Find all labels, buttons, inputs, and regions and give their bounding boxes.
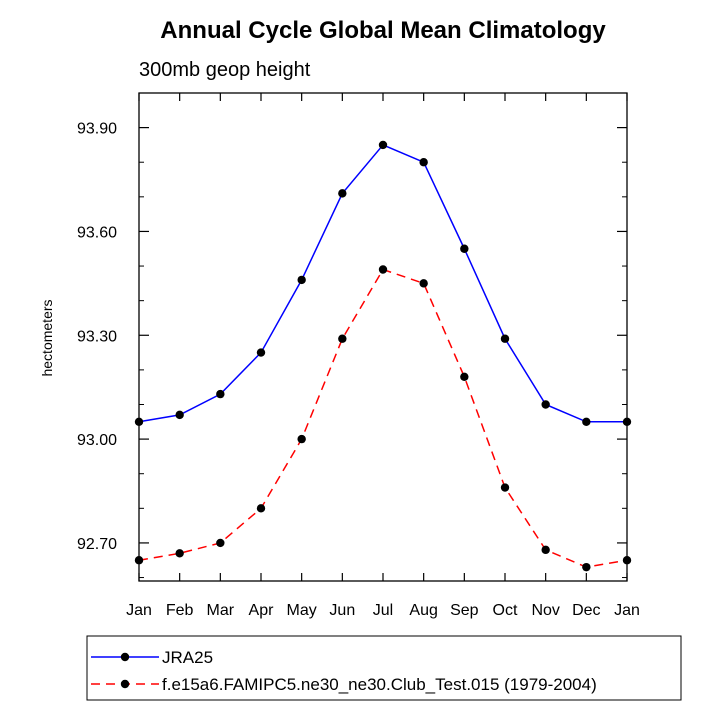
x-tick-label: Mar xyxy=(207,602,235,619)
series-1-line xyxy=(138,144,627,423)
x-tick-label: Jun xyxy=(329,602,355,619)
legend-marker xyxy=(120,652,130,662)
y-tick-label: 93.00 xyxy=(77,432,117,449)
series-1-point xyxy=(338,189,347,198)
series-2-line xyxy=(138,268,628,568)
y-axis-label: hectometers xyxy=(39,299,55,376)
y-tick-label: 92.70 xyxy=(77,536,117,553)
x-tick-label: Aug xyxy=(409,602,437,619)
series-1-point xyxy=(216,389,225,399)
series-2-point xyxy=(175,549,184,558)
x-tick-label: Jan xyxy=(126,602,152,619)
series-layer xyxy=(134,140,632,572)
series-1-point xyxy=(297,275,306,285)
x-tick-label: Feb xyxy=(166,602,194,619)
x-tick-label: Sep xyxy=(450,602,479,619)
series-1-point xyxy=(582,417,591,426)
series-1-point xyxy=(175,410,184,420)
axis-ticks: Jan Feb Mar Apr May Jun Jul Aug Sep Oct Nov Dec Jan 9… xyxy=(77,92,640,619)
legend-box xyxy=(86,635,682,701)
x-tick-label: Dec xyxy=(572,602,600,619)
series-2-point xyxy=(378,265,388,274)
chart-title: Annual Cycle Global Mean Climatology xyxy=(160,17,606,44)
legend-label: JRA25 xyxy=(162,648,213,667)
series-2-point xyxy=(419,279,428,288)
y-tick-label: 93.60 xyxy=(77,224,117,241)
series-1-point xyxy=(460,244,469,253)
x-tick-label: Apr xyxy=(249,602,275,619)
x-tick-label: Oct xyxy=(493,602,518,619)
series-2-point xyxy=(338,334,347,343)
x-tick-label: May xyxy=(287,602,317,619)
series-2-point xyxy=(582,562,591,572)
series-1-point xyxy=(378,140,388,150)
legend-marker xyxy=(120,679,130,689)
series-2-point xyxy=(256,504,266,513)
y-tick-label: 93.30 xyxy=(77,328,117,345)
series-2-point xyxy=(134,556,144,565)
series-1-point xyxy=(622,417,632,426)
series-1-point xyxy=(419,158,428,167)
series-1-point xyxy=(500,334,510,343)
chart-subtitle: 300mb geop height xyxy=(139,59,311,81)
series-2-point xyxy=(541,545,550,555)
plot-frame xyxy=(138,92,628,582)
series-2-point xyxy=(622,556,632,565)
series-1-point xyxy=(541,400,550,409)
series-1-point xyxy=(134,417,144,426)
x-tick-label: Nov xyxy=(531,602,559,619)
series-2-point xyxy=(216,538,225,548)
legend-label: f.e15a6.FAMIPC5.ne30_ne30.Club_Test.015 … xyxy=(162,675,597,694)
x-tick-label: Jan xyxy=(614,602,640,619)
x-tick-label: Jul xyxy=(373,602,393,619)
legend: JRA25 f.e15a6.FAMIPC5.ne30_ne30.Club_Test… xyxy=(91,648,597,694)
series-2-point xyxy=(297,434,306,444)
series-2-point xyxy=(460,372,469,382)
series-1-point xyxy=(256,348,266,357)
y-tick-label: 93.90 xyxy=(77,121,117,138)
series-2-point xyxy=(500,483,510,492)
